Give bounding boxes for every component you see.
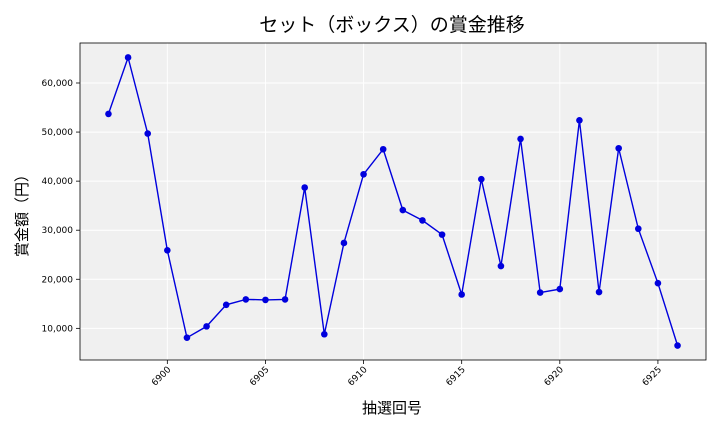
data-point [458,291,465,298]
data-point [164,247,171,254]
plot-area [80,43,706,360]
data-point [595,288,603,296]
data-point [497,262,505,270]
data-point [144,130,152,137]
data-point [576,116,583,124]
data-point [124,54,132,61]
plot-frame [79,42,707,361]
data-point [222,301,230,309]
x-tick-label: 6915 [445,365,468,388]
data-point [556,285,564,293]
x-tick-label: 6925 [641,365,664,388]
data-point [517,135,524,143]
chart-title: セット（ボックス）の賞金推移 [259,14,524,36]
data-point [301,184,308,191]
x-tick-label: 6920 [543,365,566,388]
y-tick-label: 10,000 [42,324,74,334]
series-line [107,55,679,346]
series [105,54,681,349]
data-point [654,279,662,287]
data-point [105,110,112,118]
data-point [674,342,681,349]
data-point [536,289,544,296]
y-tick-label: 20,000 [42,275,74,285]
data-point [615,144,622,152]
x-axis-label: 抽選回号 [362,399,422,417]
data-point [478,175,485,183]
data-point [242,296,250,303]
y-tick-label: 60,000 [42,79,74,89]
data-point [203,323,210,330]
y-tick-label: 40,000 [42,177,74,187]
x-tick-label: 6900 [150,365,173,388]
y-tick-label: 50,000 [42,128,74,138]
y-tick-label: 30,000 [42,226,74,236]
data-point [360,170,367,178]
y-axis-label: 賞金額（円） [13,167,31,257]
data-point [340,239,348,247]
data-point [262,296,269,304]
data-point [438,231,446,238]
x-tick-label: 6910 [346,365,369,388]
data-point [634,225,642,233]
data-point [321,330,328,338]
data-point [281,296,289,303]
data-point [183,334,191,341]
axes: 6900 6905 6910 6915 6920 6925 10,000 20,000 30,0… [42,42,707,388]
x-tick-label: 6905 [248,365,271,388]
data-point [399,206,407,214]
data-point [379,145,387,153]
data-point [419,217,426,224]
